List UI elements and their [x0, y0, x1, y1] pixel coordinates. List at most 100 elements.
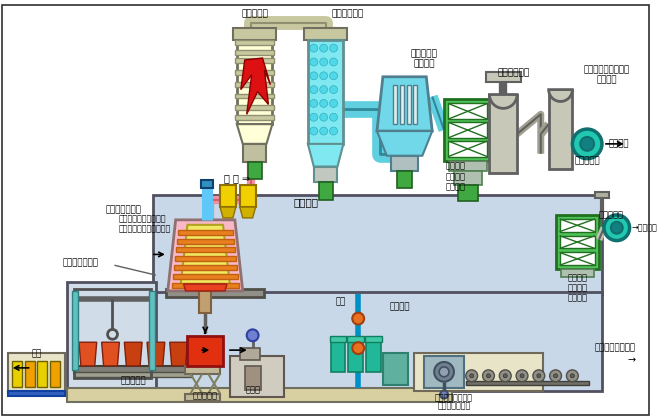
Bar — [314, 167, 337, 182]
Circle shape — [310, 100, 317, 108]
Polygon shape — [124, 342, 142, 366]
Bar — [383, 353, 408, 385]
Bar — [172, 283, 239, 288]
Bar — [448, 122, 488, 138]
Bar — [74, 366, 193, 373]
Bar — [67, 282, 156, 391]
Circle shape — [352, 312, 364, 325]
Polygon shape — [102, 342, 119, 366]
Text: スライドバルブ: スライドバルブ — [63, 259, 99, 268]
Bar — [365, 336, 382, 342]
Bar — [233, 29, 277, 40]
Wedge shape — [490, 94, 517, 108]
Circle shape — [466, 370, 478, 382]
Bar — [595, 192, 609, 198]
Circle shape — [434, 362, 454, 382]
Text: →: → — [628, 355, 636, 365]
Bar — [235, 40, 275, 45]
Circle shape — [319, 127, 327, 135]
Text: 複型遠心鋳造機: 複型遠心鋳造機 — [438, 401, 471, 410]
Circle shape — [310, 127, 317, 135]
Text: ＨＥＰＡ
フィルタ
ユニット: ＨＥＰＡ フィルタ ユニット — [568, 273, 587, 303]
Text: ロードセル: ロードセル — [193, 391, 218, 400]
Bar — [177, 239, 234, 244]
Bar — [560, 236, 595, 249]
Bar — [185, 366, 220, 374]
Polygon shape — [79, 342, 97, 366]
Text: ＨＥＰＡ
フィルタ
ユニット: ＨＥＰＡ フィルタ ユニット — [446, 162, 466, 192]
Bar — [490, 94, 517, 173]
Circle shape — [570, 374, 574, 378]
Text: 排気ブロア: 排気ブロア — [574, 156, 600, 165]
Bar — [548, 89, 572, 168]
Circle shape — [352, 342, 364, 354]
Circle shape — [319, 72, 327, 80]
Bar — [235, 70, 275, 75]
Bar — [235, 82, 275, 87]
Bar — [400, 85, 404, 124]
Text: 二次燃焼器: 二次燃焼器 — [241, 9, 268, 18]
Bar — [560, 252, 595, 265]
Circle shape — [319, 44, 327, 52]
Circle shape — [439, 367, 449, 377]
Text: 排ガス冷却器: 排ガス冷却器 — [331, 9, 364, 18]
Bar — [348, 340, 363, 372]
Circle shape — [319, 113, 327, 121]
Bar — [407, 85, 411, 124]
Circle shape — [440, 391, 448, 399]
Bar — [166, 289, 265, 297]
Circle shape — [329, 127, 337, 135]
Text: インゴット: インゴット — [120, 376, 146, 385]
Text: 金 属 ⇒: 金 属 ⇒ — [224, 173, 250, 184]
Bar — [178, 230, 233, 235]
Bar — [391, 156, 418, 171]
Polygon shape — [147, 342, 165, 366]
Bar — [486, 72, 521, 82]
Bar — [319, 182, 333, 200]
Bar — [237, 40, 273, 124]
Polygon shape — [377, 131, 432, 156]
Bar — [235, 105, 275, 110]
Text: 排気管へ: 排気管へ — [609, 139, 630, 148]
Bar — [424, 356, 464, 388]
Bar — [235, 94, 275, 98]
Text: 排気洗浄装置: 排気洗浄装置 — [497, 68, 529, 77]
Bar — [448, 141, 488, 157]
Circle shape — [310, 58, 317, 66]
Bar — [67, 388, 452, 402]
Bar — [174, 265, 237, 270]
Bar — [176, 247, 235, 252]
Bar — [243, 144, 267, 162]
Polygon shape — [181, 225, 230, 285]
Polygon shape — [168, 220, 243, 291]
Bar — [230, 356, 284, 397]
Circle shape — [516, 370, 528, 382]
Text: →排気管へ: →排気管へ — [632, 223, 657, 232]
Circle shape — [470, 374, 474, 378]
Bar — [74, 289, 151, 378]
Circle shape — [310, 86, 317, 94]
Circle shape — [329, 113, 337, 121]
Text: チャンバ: チャンバ — [294, 197, 318, 207]
Circle shape — [533, 370, 544, 382]
Circle shape — [310, 72, 317, 80]
Polygon shape — [377, 77, 432, 131]
Bar — [347, 336, 364, 342]
Bar — [444, 100, 492, 161]
Bar — [397, 171, 412, 188]
Polygon shape — [220, 207, 236, 218]
Bar — [366, 340, 381, 372]
Circle shape — [319, 86, 327, 94]
Circle shape — [580, 137, 594, 151]
Circle shape — [247, 329, 259, 341]
Polygon shape — [237, 124, 273, 144]
Bar — [38, 361, 48, 387]
Wedge shape — [548, 89, 572, 102]
Circle shape — [572, 129, 602, 159]
Text: 高周波誘導導路: 高周波誘導導路 — [106, 205, 141, 215]
Text: セラミック
フィルタ: セラミック フィルタ — [411, 49, 438, 69]
Polygon shape — [241, 58, 271, 114]
Bar — [329, 336, 346, 342]
Bar — [393, 85, 397, 124]
Text: 受け容器: 受け容器 — [390, 302, 411, 311]
